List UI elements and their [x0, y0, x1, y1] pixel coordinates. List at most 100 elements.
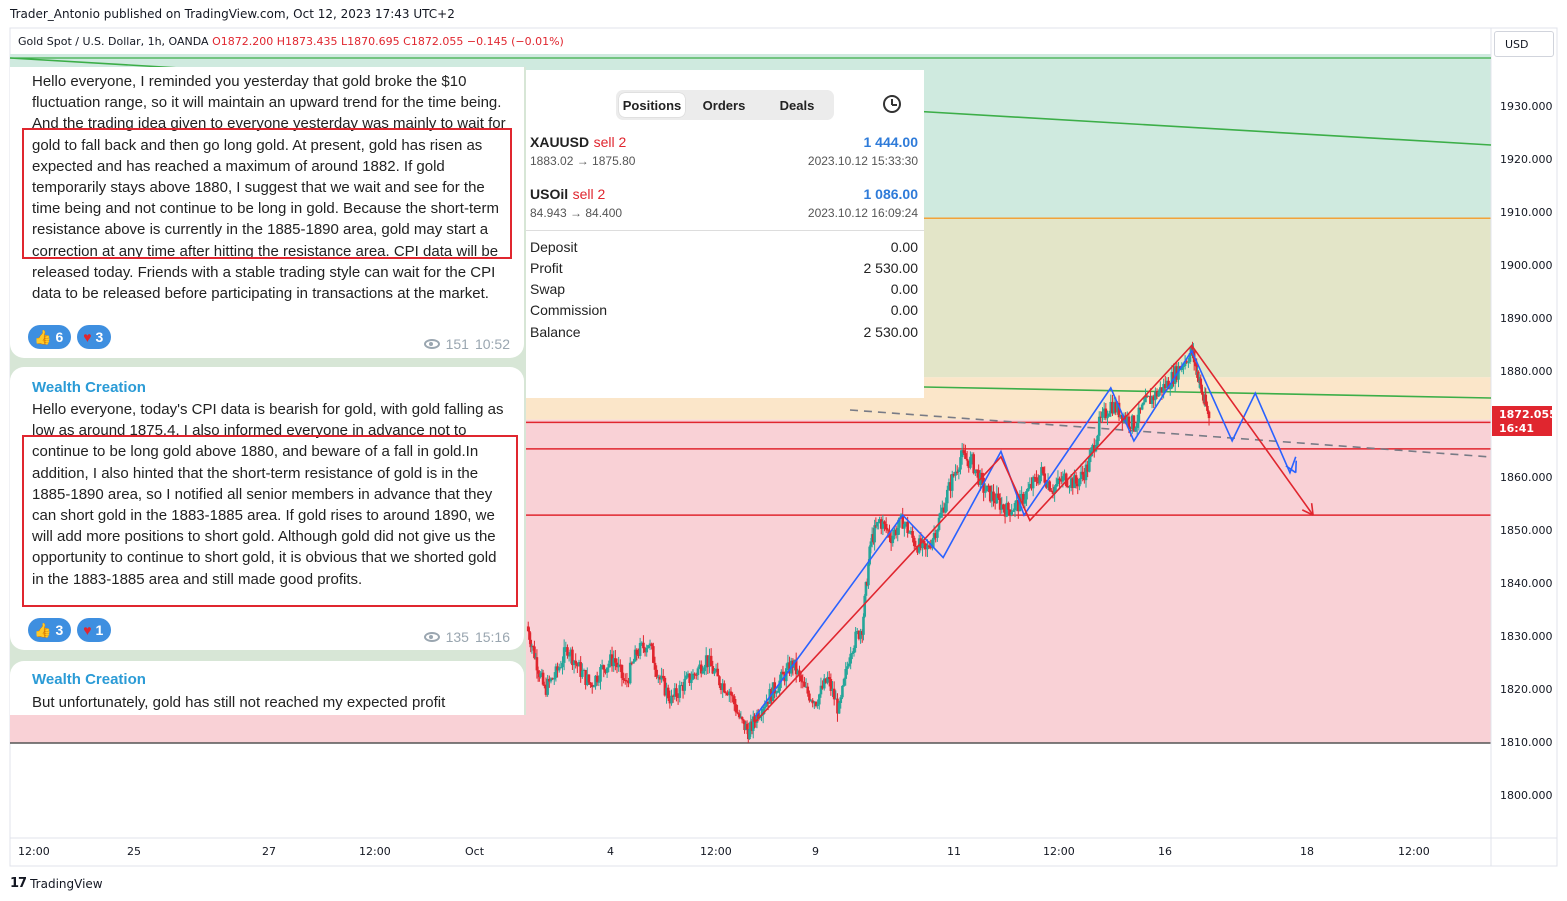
last-price-tag: 1872.055 16:41 — [1492, 406, 1557, 436]
candle-body — [909, 531, 913, 533]
candle-body — [581, 670, 584, 677]
candle-body — [1205, 403, 1208, 406]
thumbs-up-icon: 👍 — [34, 328, 52, 345]
candle-body — [658, 676, 662, 680]
candle-body — [1137, 407, 1141, 423]
tradingview-footer[interactable]: 17 TradingView — [10, 876, 103, 891]
candle-body — [952, 474, 956, 476]
candle-body — [1074, 475, 1078, 484]
legend-open: 1872.200 — [220, 35, 274, 48]
candle-body — [1063, 473, 1066, 477]
candle-body — [934, 533, 938, 538]
candle-body — [891, 535, 895, 544]
candle-body — [1201, 394, 1205, 401]
candle-body — [974, 469, 977, 474]
heart-reaction[interactable]: ♥ 3 — [77, 325, 112, 349]
tab-deals[interactable]: Deals — [779, 97, 815, 113]
summary-value: 0.00 — [890, 281, 918, 297]
legend-low: 1870.695 — [347, 35, 400, 48]
message-2-text: Hello everyone, today's CPI data is bear… — [32, 401, 504, 588]
candle-body — [694, 674, 698, 676]
candle-body — [1182, 366, 1185, 368]
candle-body — [643, 648, 647, 653]
summary-value: 0.00 — [890, 302, 918, 318]
candle-body — [955, 471, 959, 473]
candle-body — [592, 686, 596, 688]
price-tick-label: 1890.000 — [1500, 312, 1553, 325]
candle-body — [1111, 401, 1114, 414]
candle-body — [985, 485, 989, 492]
panel-divider — [526, 230, 924, 231]
like-reaction[interactable]: 👍 6 — [28, 325, 72, 349]
candle-body — [924, 543, 928, 550]
candle-body — [633, 649, 637, 662]
blue-forecast-path[interactable] — [754, 349, 1297, 717]
summary-value: 0.00 — [890, 239, 918, 255]
candle-body — [916, 547, 919, 553]
candle-body — [809, 700, 813, 702]
candle-body — [799, 675, 803, 682]
summary-label: Profit — [530, 260, 563, 276]
candle-body — [776, 690, 780, 693]
candle-body — [612, 658, 615, 667]
candle-body — [1170, 371, 1174, 389]
candle-body — [1040, 467, 1043, 476]
history-clock-icon[interactable] — [883, 95, 901, 113]
candle-body — [959, 457, 962, 470]
time-tick-label: 27 — [262, 845, 276, 858]
heart-reaction[interactable]: ♥ 1 — [77, 618, 112, 642]
candle-body — [713, 671, 716, 674]
like-reaction[interactable]: 👍 3 — [28, 618, 72, 642]
candle-body — [1147, 396, 1151, 398]
position-row[interactable]: USOil sell 2 1 086.00 84.943 → 84.400 20… — [530, 186, 918, 220]
candle-body — [648, 643, 652, 646]
candle-body — [818, 694, 821, 705]
candle-body — [589, 682, 592, 685]
candle-body — [1191, 345, 1194, 355]
tab-positions[interactable]: Positions — [619, 93, 685, 117]
position-time: 2023.10.12 16:09:24 — [807, 206, 918, 220]
candle-body — [781, 671, 785, 675]
candle-body — [834, 698, 838, 700]
price-tick-label: 1810.000 — [1500, 736, 1553, 749]
candle-body — [1163, 383, 1167, 389]
position-side: sell 2 — [593, 134, 627, 150]
candle-body — [1101, 411, 1104, 418]
candle-body — [901, 514, 904, 529]
candle-body — [688, 673, 691, 683]
dashed-trendline[interactable] — [849, 409, 1492, 458]
candle-body — [701, 671, 705, 674]
time-tick-label: 25 — [127, 845, 141, 858]
candle-body — [1121, 414, 1124, 423]
candle-body — [590, 684, 594, 688]
candle-body — [723, 683, 726, 693]
candle-body — [756, 712, 760, 719]
summary-swap: Swap 0.00 — [530, 281, 918, 297]
telegram-messages: Hello everyone, I reminded you yesterday… — [10, 67, 526, 715]
lower-trendline[interactable] — [923, 386, 1492, 399]
positions-panel: Positions Orders Deals XAUUSD sell 2 1 4… — [526, 70, 924, 398]
candle-body — [576, 663, 579, 667]
candle-body — [998, 498, 1002, 510]
tab-orders[interactable]: Orders — [702, 97, 746, 113]
candle-body — [753, 716, 756, 722]
position-row[interactable]: XAUUSD sell 2 1 444.00 1883.02 → 1875.80… — [530, 134, 918, 168]
position-symbol: XAUUSD — [530, 134, 590, 150]
candle-body — [1116, 402, 1119, 413]
bar-countdown: 16:41 — [1499, 422, 1535, 435]
candle-body — [1076, 483, 1080, 487]
candle-body — [1041, 467, 1045, 474]
candle-body — [894, 529, 898, 536]
candle-body — [926, 545, 929, 550]
candle-body — [635, 649, 639, 655]
candle-body — [980, 472, 984, 478]
message-3-text: But unfortunately, gold has still not re… — [32, 694, 446, 711]
candle-body — [775, 692, 778, 694]
candle-body — [708, 655, 711, 667]
time-tick-label: 12:00 — [700, 845, 732, 858]
candle-body — [808, 693, 811, 701]
candle-body — [1030, 483, 1033, 489]
red-forecast-path[interactable] — [754, 344, 1314, 723]
candle-body — [975, 469, 979, 471]
currency-button[interactable]: USD — [1494, 31, 1554, 57]
